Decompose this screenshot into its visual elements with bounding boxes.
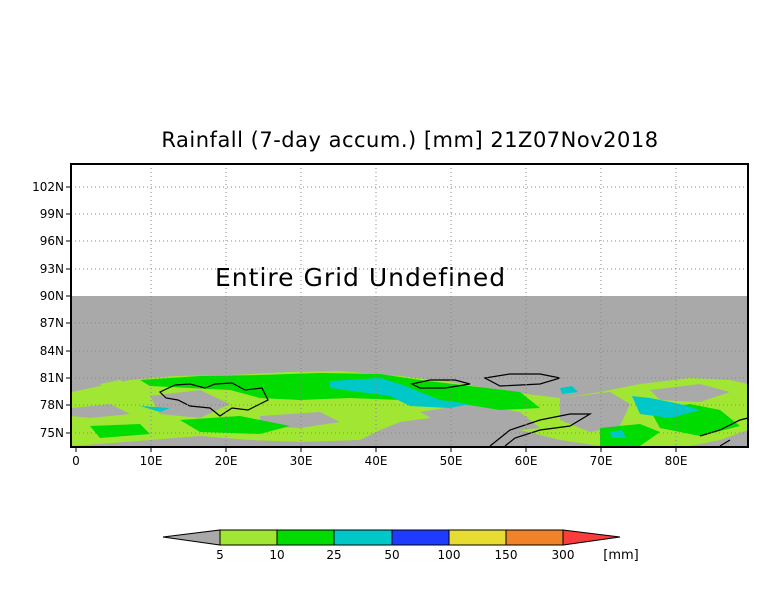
y-tick-label: 78N xyxy=(39,398,64,412)
y-tick-label: 87N xyxy=(39,316,64,330)
x-tick-label: 50E xyxy=(439,454,463,468)
colorbar-over xyxy=(562,529,621,546)
axis-ticks xyxy=(66,186,677,452)
colorbar-label: 10 xyxy=(269,548,285,562)
dry-patches xyxy=(72,384,730,446)
y-tick-label: 102N xyxy=(32,180,64,194)
colorbar-label: 5 xyxy=(216,548,224,562)
plot-frame xyxy=(70,163,749,448)
colorbar-unit: [mm] xyxy=(603,548,639,563)
colorbar-bin xyxy=(276,529,335,546)
x-tick-label: 40E xyxy=(364,454,388,468)
colorbar-bin xyxy=(219,529,278,546)
plot-title: Rainfall (7-day accum.) [mm] 21Z07Nov201… xyxy=(161,128,659,152)
colorbar-under xyxy=(162,529,221,546)
y-tick-label: 96N xyxy=(39,234,64,248)
y-tick-label: 84N xyxy=(39,344,64,358)
colorbar xyxy=(162,529,621,546)
y-tick-label: 75N xyxy=(39,426,64,440)
y-tick-label: 93N xyxy=(39,262,64,276)
colorbar-label: 50 xyxy=(384,548,400,562)
x-tick-label: 60E xyxy=(514,454,538,468)
colorbar-bin xyxy=(391,529,450,546)
x-tick-label: 30E xyxy=(289,454,313,468)
y-tick-label: 81N xyxy=(39,371,64,385)
x-tick-label: 70E xyxy=(589,454,613,468)
colorbar-label: 150 xyxy=(494,548,518,562)
colorbar-bin xyxy=(333,529,393,546)
colorbar-label: 100 xyxy=(437,548,461,562)
x-tick-label: 80E xyxy=(664,454,688,468)
colorbar-label: 300 xyxy=(551,548,575,562)
x-tick-label: 0 xyxy=(72,454,80,468)
x-tick-label: 10E xyxy=(139,454,163,468)
y-tick-label: 90N xyxy=(39,289,64,303)
y-tick-label: 99N xyxy=(39,207,64,221)
colorbar-label: 25 xyxy=(326,548,342,562)
x-tick-label: 20E xyxy=(214,454,238,468)
undefined-grid-label: Entire Grid Undefined xyxy=(215,263,507,292)
colorbar-bin xyxy=(505,529,564,546)
gridlines xyxy=(71,164,748,447)
colorbar-bin xyxy=(448,529,507,546)
rainfall-25-50 xyxy=(140,378,700,438)
